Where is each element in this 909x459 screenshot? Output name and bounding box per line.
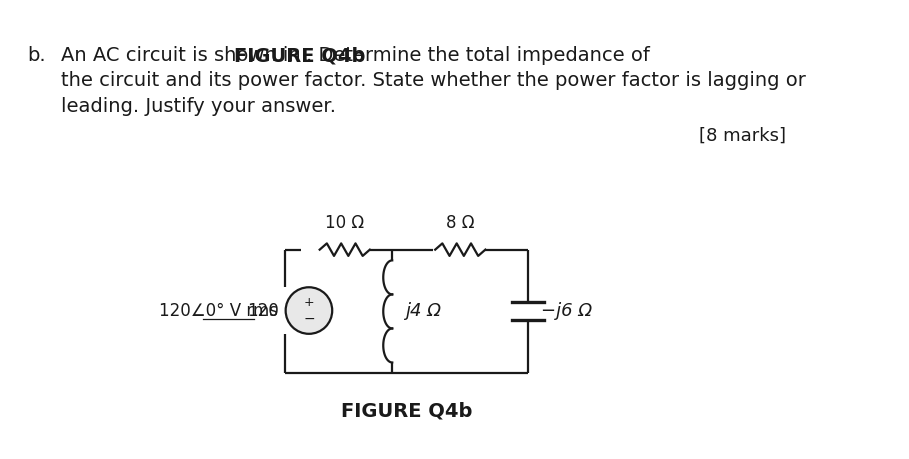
Text: FIGURE Q4b: FIGURE Q4b bbox=[341, 402, 472, 421]
Text: 120∠0° V rms: 120∠0° V rms bbox=[159, 302, 278, 319]
Text: leading. Justify your answer.: leading. Justify your answer. bbox=[61, 96, 336, 116]
Text: An AC circuit is shown in: An AC circuit is shown in bbox=[61, 46, 306, 65]
Circle shape bbox=[285, 287, 332, 334]
Text: +: + bbox=[304, 296, 315, 309]
Text: b.: b. bbox=[27, 46, 45, 65]
Text: −: − bbox=[303, 312, 315, 325]
Text: j4 Ω: j4 Ω bbox=[405, 302, 441, 320]
Text: . Determine the total impedance of: . Determine the total impedance of bbox=[306, 46, 650, 65]
Text: [8 marks]: [8 marks] bbox=[699, 127, 786, 145]
Text: 8 Ω: 8 Ω bbox=[446, 214, 474, 232]
Text: 10 Ω: 10 Ω bbox=[325, 214, 365, 232]
Text: the circuit and its power factor. State whether the power factor is lagging or: the circuit and its power factor. State … bbox=[61, 72, 805, 90]
Text: FIGURE Q4b: FIGURE Q4b bbox=[235, 46, 365, 65]
Text: 120: 120 bbox=[246, 302, 278, 319]
Text: −j6 Ω: −j6 Ω bbox=[541, 302, 592, 320]
